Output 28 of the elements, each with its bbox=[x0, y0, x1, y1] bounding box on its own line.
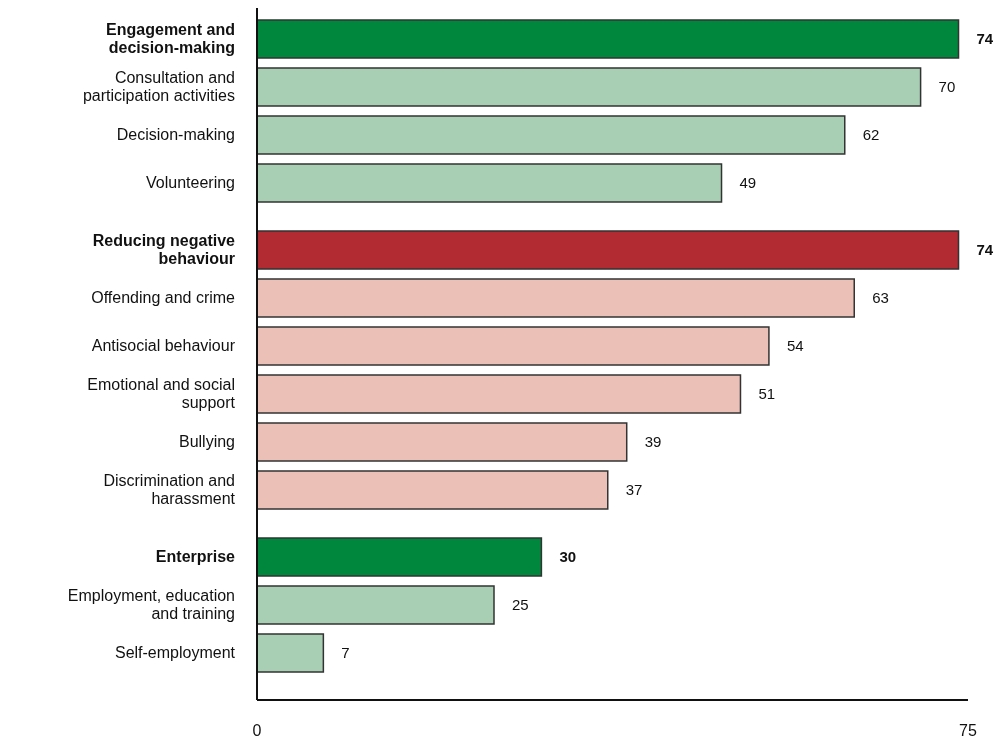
y-tick-label: Enterprise bbox=[155, 548, 236, 565]
data-label: 37 bbox=[625, 481, 643, 498]
y-tick-label: Engagement and decision-making bbox=[106, 21, 235, 56]
data-label: 30 bbox=[559, 548, 577, 565]
data-label: 62 bbox=[862, 126, 880, 143]
y-tick-label: Bullying bbox=[178, 433, 235, 450]
y-tick-label: Discrimination and harassment bbox=[103, 472, 236, 507]
data-label: 54 bbox=[786, 337, 804, 354]
data-label: 39 bbox=[644, 433, 662, 450]
y-tick-label: Employment, education and training bbox=[67, 587, 235, 622]
y-tick-label: Self-employment bbox=[114, 644, 236, 661]
y-tick-label: Decision-making bbox=[116, 126, 235, 143]
data-label: 25 bbox=[512, 596, 529, 613]
data-label: 74 bbox=[976, 30, 994, 47]
data-label: 74 bbox=[976, 241, 994, 258]
y-tick-label: Volunteering bbox=[146, 174, 235, 191]
x-tick-label: 0 bbox=[252, 722, 262, 738]
y-tick-label: Offending and crime bbox=[91, 289, 236, 306]
data-label: 63 bbox=[872, 289, 889, 306]
y-tick-label: Emotional and social support bbox=[87, 376, 236, 411]
data-label: 7 bbox=[341, 644, 350, 661]
data-label: 49 bbox=[739, 174, 757, 191]
y-tick-label: Consultation and participation activities bbox=[82, 69, 235, 104]
y-tick-label: Antisocial behaviour bbox=[91, 337, 236, 354]
data-label: 70 bbox=[938, 78, 956, 95]
x-tick-label: 75 bbox=[959, 722, 977, 738]
y-tick-label: Reducing negative behaviour bbox=[92, 232, 236, 267]
data-label: 51 bbox=[758, 385, 776, 402]
